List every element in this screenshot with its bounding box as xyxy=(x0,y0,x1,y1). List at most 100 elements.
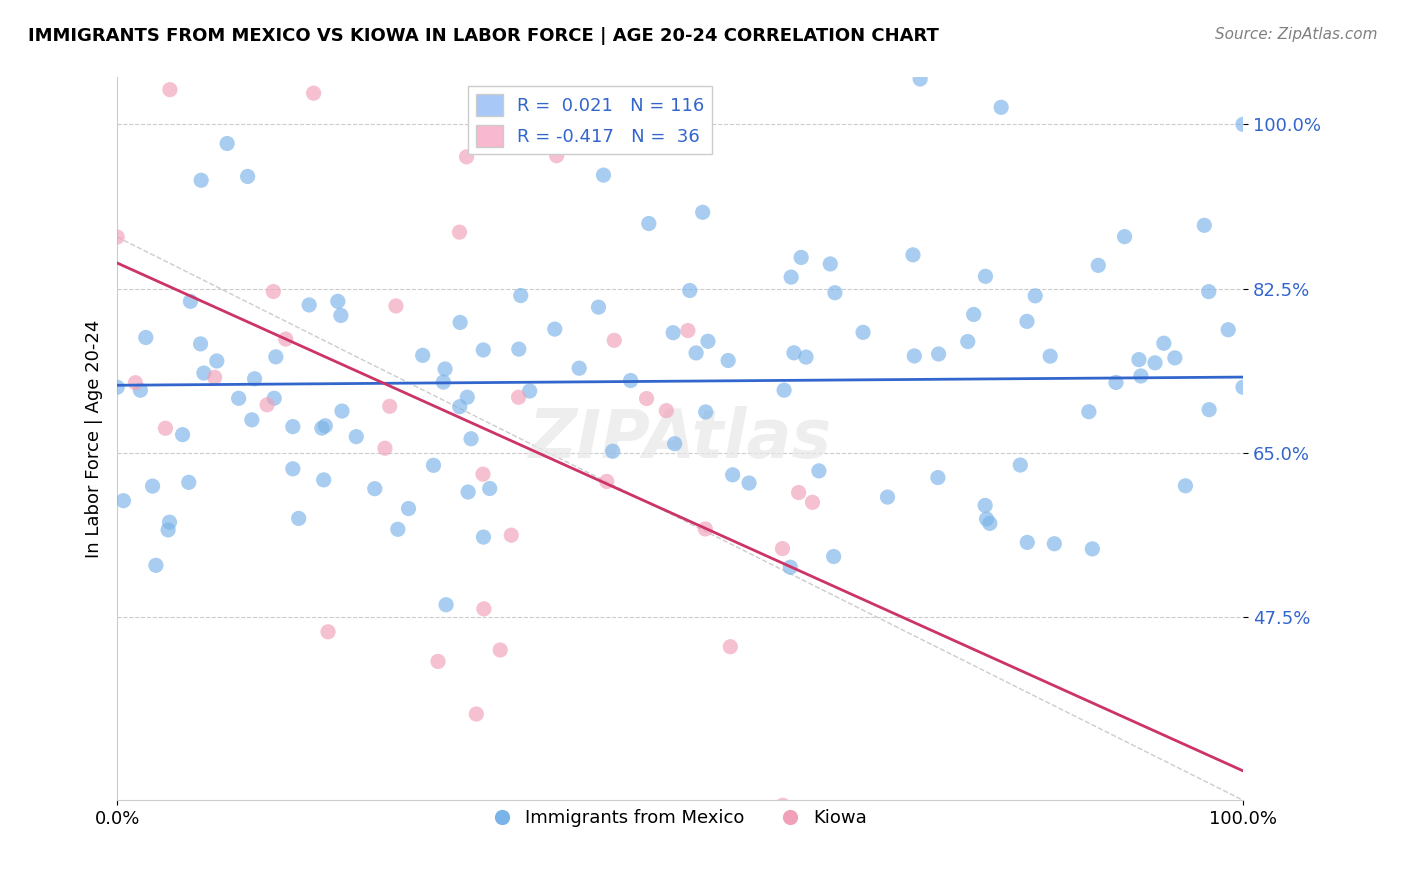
Point xyxy=(1015,314,1038,328)
Point xyxy=(821,855,844,870)
Point xyxy=(801,495,824,509)
Point xyxy=(697,334,720,349)
Point xyxy=(449,400,471,414)
Point xyxy=(501,528,523,542)
Point xyxy=(721,467,744,482)
Point xyxy=(718,640,741,654)
Point xyxy=(963,308,986,322)
Point xyxy=(679,284,702,298)
Point xyxy=(807,464,830,478)
Point xyxy=(364,482,387,496)
Point xyxy=(1128,352,1150,367)
Point xyxy=(1129,369,1152,384)
Point xyxy=(478,482,501,496)
Point xyxy=(852,326,875,340)
Point xyxy=(738,476,761,491)
Point xyxy=(374,441,396,455)
Point xyxy=(243,372,266,386)
Point xyxy=(155,421,177,435)
Point xyxy=(489,643,512,657)
Point xyxy=(465,706,488,721)
Point xyxy=(434,598,457,612)
Point xyxy=(956,334,979,349)
Point xyxy=(1232,380,1254,394)
Point xyxy=(787,485,810,500)
Point xyxy=(685,346,707,360)
Point xyxy=(236,169,259,184)
Point xyxy=(974,269,997,284)
Point xyxy=(772,798,794,813)
Point xyxy=(378,399,401,413)
Point xyxy=(264,350,287,364)
Point xyxy=(281,462,304,476)
Point xyxy=(1198,285,1220,299)
Point xyxy=(780,270,803,285)
Point xyxy=(620,374,643,388)
Point xyxy=(1024,289,1046,303)
Point xyxy=(432,375,454,389)
Point xyxy=(790,251,813,265)
Point xyxy=(422,458,444,473)
Point xyxy=(509,288,531,302)
Point xyxy=(190,337,212,351)
Point xyxy=(976,512,998,526)
Point xyxy=(876,490,898,504)
Point xyxy=(508,342,530,356)
Point xyxy=(990,100,1012,114)
Point xyxy=(544,322,567,336)
Point xyxy=(1194,219,1216,233)
Point xyxy=(129,383,152,397)
Point xyxy=(508,390,530,404)
Point xyxy=(1087,258,1109,272)
Point xyxy=(717,353,740,368)
Point xyxy=(592,168,614,182)
Point xyxy=(240,413,263,427)
Point xyxy=(1017,535,1039,549)
Point xyxy=(1077,405,1099,419)
Point xyxy=(263,391,285,405)
Point xyxy=(172,427,194,442)
Point xyxy=(311,421,333,435)
Point xyxy=(105,380,128,394)
Point xyxy=(908,72,931,87)
Point xyxy=(314,418,336,433)
Point xyxy=(1105,376,1128,390)
Point xyxy=(1039,349,1062,363)
Point xyxy=(145,558,167,573)
Point xyxy=(472,343,495,357)
Point xyxy=(157,523,180,537)
Point xyxy=(105,230,128,244)
Point xyxy=(190,173,212,187)
Point xyxy=(193,366,215,380)
Point xyxy=(205,354,228,368)
Point xyxy=(262,285,284,299)
Point xyxy=(124,376,146,390)
Point xyxy=(783,346,806,360)
Point xyxy=(427,655,450,669)
Point xyxy=(927,470,949,484)
Point xyxy=(472,467,495,482)
Point xyxy=(1153,336,1175,351)
Point xyxy=(928,347,950,361)
Point xyxy=(159,83,181,97)
Point xyxy=(568,361,591,376)
Point xyxy=(112,493,135,508)
Point xyxy=(1218,323,1240,337)
Point xyxy=(434,362,457,376)
Point xyxy=(519,384,541,398)
Point xyxy=(179,294,201,309)
Point xyxy=(449,225,471,239)
Point xyxy=(820,257,842,271)
Point xyxy=(676,324,699,338)
Point xyxy=(1043,537,1066,551)
Point xyxy=(1010,458,1032,472)
Point xyxy=(546,149,568,163)
Point xyxy=(460,432,482,446)
Point xyxy=(596,475,619,489)
Point xyxy=(449,315,471,329)
Point xyxy=(385,299,408,313)
Point xyxy=(903,349,925,363)
Point xyxy=(1081,541,1104,556)
Point xyxy=(312,473,335,487)
Point xyxy=(329,309,352,323)
